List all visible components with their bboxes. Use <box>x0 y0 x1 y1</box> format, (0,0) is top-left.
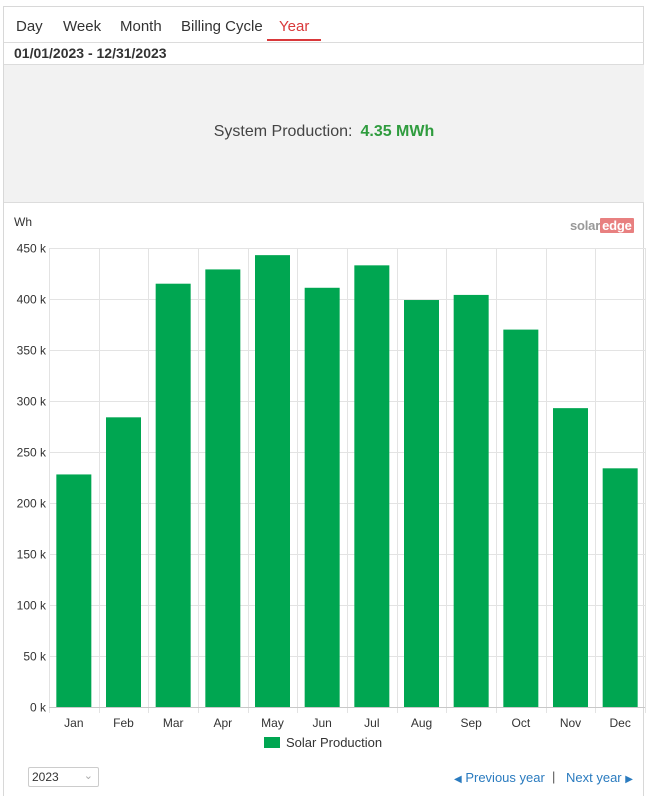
bar-jun <box>304 287 340 707</box>
bar-apr <box>205 269 241 707</box>
y-tick-label: 200 k <box>17 497 47 511</box>
y-tick-label: 250 k <box>17 446 47 460</box>
next-year-label: Next year <box>566 770 622 785</box>
y-tick-label: 100 k <box>17 599 47 613</box>
y-tick-label: 300 k <box>17 395 47 409</box>
y-axis-unit: Wh <box>14 215 32 229</box>
period-tabs: Day Week Month Billing Cycle Year <box>4 8 644 43</box>
production-bar-chart: 0 k 50 k 100 k 150 k 200 k 250 k 300 k 350 k 400… <box>17 242 646 730</box>
bar-sep <box>453 294 489 707</box>
date-range: 01/01/2023 - 12/31/2023 <box>14 45 167 61</box>
x-tick-label: Mar <box>163 716 184 730</box>
next-year-link[interactable]: Next year ▶ <box>566 770 633 785</box>
legend-label: Solar Production <box>286 735 383 750</box>
y-tick-label: 350 k <box>17 344 47 358</box>
bar-may <box>255 255 290 707</box>
tab-month[interactable]: Month <box>120 18 162 35</box>
x-tick-label: Dec <box>609 716 630 730</box>
bar-dec <box>602 468 638 707</box>
solaredge-logo: solar edge <box>570 218 634 233</box>
nav-separator: | <box>552 769 556 784</box>
y-tick-label: 150 k <box>17 548 47 562</box>
triangle-left-icon: ◀ <box>454 774 462 785</box>
legend-swatch <box>264 737 280 748</box>
x-tick-label: Sep <box>460 716 482 730</box>
summary-label: System Production: <box>213 123 353 140</box>
chart-legend[interactable]: Solar Production <box>264 735 382 751</box>
x-tick-label: Jan <box>64 716 83 730</box>
x-tick-label: Apr <box>213 716 232 730</box>
y-tick-label: 400 k <box>17 293 47 307</box>
x-tick-label: Oct <box>511 716 530 730</box>
previous-year-link[interactable]: ◀ Previous year <box>454 770 545 785</box>
triangle-right-icon: ▶ <box>625 774 633 785</box>
bar-jan <box>56 474 92 707</box>
x-tick-label: Jul <box>364 716 379 730</box>
bar-nov <box>553 408 588 707</box>
summary-line: System Production: 4.35 MWh <box>4 123 644 141</box>
year-select-value: 2023 <box>32 770 59 784</box>
x-tick-label: Nov <box>560 716 581 730</box>
x-tick-label: May <box>261 716 284 730</box>
x-tick-label: Jun <box>312 716 331 730</box>
x-tick-label: Aug <box>411 716 432 730</box>
bar-aug <box>404 300 439 707</box>
previous-year-label: Previous year <box>465 770 545 785</box>
summary-panel: System Production: 4.35 MWh <box>4 64 644 203</box>
bar-jul <box>354 265 390 707</box>
bar-oct <box>503 329 539 707</box>
y-tick-label: 50 k <box>23 650 47 664</box>
tab-year[interactable]: Year <box>267 8 322 41</box>
bar-mar <box>155 283 191 707</box>
y-tick-label: 0 k <box>30 701 47 715</box>
y-tick-label: 450 k <box>17 242 47 256</box>
bar-feb <box>106 417 141 707</box>
x-tick-label: Feb <box>113 716 134 730</box>
summary-value: 4.35 MWh <box>360 123 435 140</box>
chevron-down-icon: ⌄ <box>83 770 93 782</box>
tab-week[interactable]: Week <box>63 18 102 35</box>
tab-billing-cycle[interactable]: Billing Cycle <box>181 18 263 35</box>
year-select[interactable]: 2023 ⌄ <box>28 767 99 787</box>
tab-day[interactable]: Day <box>16 18 43 35</box>
